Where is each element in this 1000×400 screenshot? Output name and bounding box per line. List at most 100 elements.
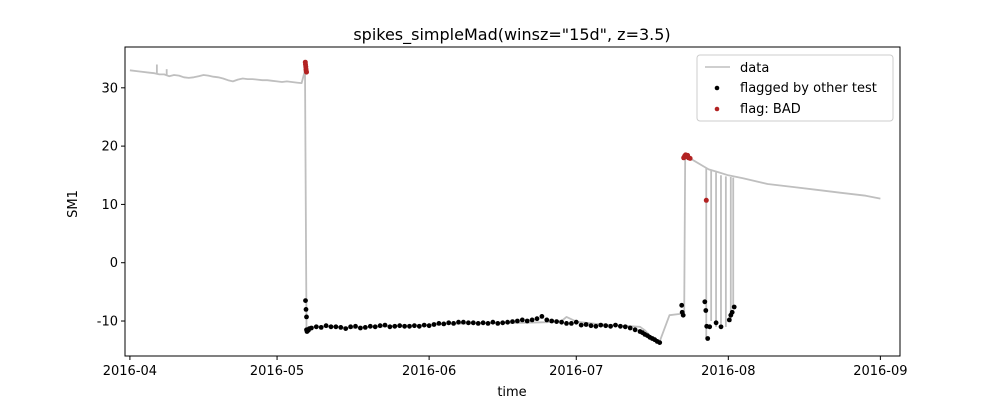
point-flagged-other	[703, 308, 709, 313]
point-flagged-other	[470, 320, 476, 326]
legend-other-label: flagged by other test	[740, 81, 877, 96]
y-tick-label: -10	[97, 315, 118, 330]
point-flagged-other	[613, 322, 618, 328]
point-flagged-other	[456, 319, 461, 325]
point-flagged-other	[510, 319, 515, 324]
x-axis: 2016-04 2016-05 2016-06 2016-07 2016-08 2016-…	[103, 356, 908, 379]
point-flagged-other	[505, 319, 510, 325]
point-flagged-other	[519, 317, 525, 323]
point-flagged-other	[731, 304, 737, 310]
point-flagged-other	[680, 312, 686, 318]
y-tick-label: 0	[110, 256, 118, 271]
plot-area	[129, 59, 881, 345]
y-axis: -10 0 10 20 30	[97, 81, 125, 330]
x-tick-label: 2016-06	[402, 364, 456, 379]
point-flagged-other	[328, 324, 334, 330]
point-flagged-other	[466, 320, 471, 326]
point-flagged-other	[353, 323, 358, 329]
point-flagged-other	[421, 322, 427, 328]
point-flagged-other	[318, 325, 324, 330]
legend-box	[696, 54, 894, 122]
point-flagged-other	[559, 319, 564, 325]
point-flagged-other	[303, 307, 309, 312]
point-flagged-other	[705, 336, 711, 341]
point-flagged-other	[372, 324, 378, 330]
point-flagged-other	[377, 323, 383, 329]
point-flagged-other	[618, 323, 623, 329]
point-flagged-other	[382, 322, 388, 328]
point-flagged-other	[564, 321, 569, 326]
point-flagged-other	[544, 317, 550, 323]
y-tick-label: 20	[101, 140, 118, 155]
point-flagged-other	[632, 327, 638, 333]
point-flagged-other	[412, 323, 417, 329]
point-flagged-other	[495, 321, 501, 326]
point-flagged-other	[480, 320, 486, 326]
point-flagged-other	[392, 323, 398, 329]
y-tick-label: 10	[101, 198, 118, 213]
x-tick-label: 2016-04	[103, 364, 157, 379]
point-flagged-other	[387, 324, 393, 330]
point-flagged-other	[490, 319, 496, 325]
point-flagged-other	[485, 321, 491, 326]
point-flagged-other	[627, 325, 633, 331]
point-flagged-other	[426, 323, 432, 329]
point-flagged-other	[402, 323, 407, 329]
point-flagged-other	[343, 326, 349, 331]
point-flagged-other	[338, 325, 344, 330]
point-flagged-other	[500, 320, 506, 326]
point-flagged-other	[358, 325, 363, 331]
point-flagged-other	[475, 321, 481, 326]
legend-data-label: data	[740, 61, 769, 76]
point-flagged-other	[593, 323, 599, 329]
point-flagged-other	[549, 318, 555, 324]
point-flagged-other	[569, 321, 574, 326]
point-flagged-other	[603, 323, 609, 329]
point-flagged-other	[622, 324, 628, 330]
point-flagged-other	[726, 317, 732, 323]
x-tick-label: 2016-09	[853, 364, 907, 379]
point-flagged-other	[578, 322, 584, 328]
point-flagged-other	[303, 298, 308, 303]
point-flagged-other	[529, 317, 535, 323]
point-flagged-other	[588, 323, 594, 329]
point-flagged-other	[304, 314, 309, 320]
point-flagged-other	[707, 324, 713, 330]
point-flagged-other	[362, 325, 368, 330]
x-tick-label: 2016-08	[701, 364, 755, 379]
point-flagged-other	[397, 323, 403, 329]
point-flagged-other	[441, 321, 447, 327]
point-flagged-other	[554, 319, 559, 324]
chart-title: spikes_simpleMad(winsz="15d", z=3.5)	[353, 25, 670, 45]
point-flagged-other	[451, 321, 456, 326]
point-flagged-other	[524, 318, 530, 324]
point-flagged-other	[407, 323, 412, 329]
point-flagged-other	[333, 324, 339, 330]
point-flag-bad	[687, 155, 693, 161]
point-flagged-other	[718, 324, 724, 330]
point-flagged-other	[446, 320, 452, 326]
point-flagged-other	[309, 325, 314, 331]
point-flagged-other	[657, 340, 663, 345]
point-flag-bad	[703, 197, 709, 203]
y-axis-label: SM1	[66, 190, 81, 218]
point-flagged-other	[573, 319, 579, 325]
point-flagged-other	[713, 320, 719, 326]
x-tick-label: 2016-05	[250, 364, 304, 379]
point-flagged-other	[679, 302, 685, 308]
point-flag-bad	[304, 69, 309, 75]
point-flagged-other	[367, 323, 373, 329]
y-tick-label: 30	[101, 81, 118, 96]
x-axis-label: time	[497, 385, 526, 400]
point-flagged-other	[431, 322, 437, 327]
legend: data flagged by other test flag: BAD	[696, 54, 894, 122]
axes-frame	[124, 46, 901, 357]
point-flagged-other	[702, 299, 708, 305]
point-flagged-other	[598, 322, 604, 328]
point-flagged-other	[729, 309, 735, 315]
point-flagged-other	[608, 323, 613, 329]
legend-bad-swatch	[714, 106, 720, 112]
point-flagged-other	[436, 321, 442, 326]
legend-other-swatch	[714, 85, 720, 91]
